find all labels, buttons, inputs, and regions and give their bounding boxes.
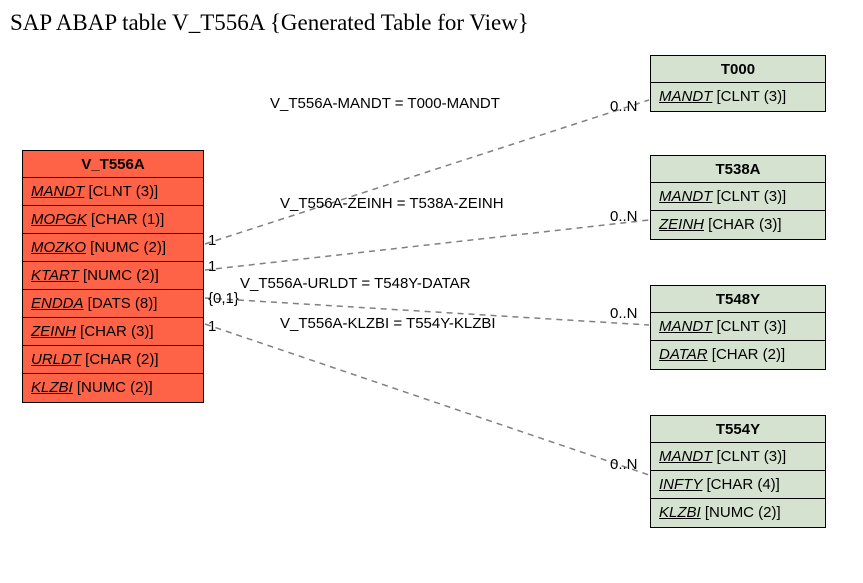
field-name: MOZKO — [31, 239, 86, 256]
edge-label: V_T556A-KLZBI = T554Y-KLZBI — [280, 315, 496, 332]
field-name: MANDT — [31, 183, 84, 200]
entity-field-row: ZEINH [CHAR (3)] — [23, 318, 203, 346]
entity-field-row: KTART [NUMC (2)] — [23, 262, 203, 290]
cardinality-to: 0..N — [610, 305, 638, 322]
entity-field-row: MOZKO [NUMC (2)] — [23, 234, 203, 262]
field-name: URLDT — [31, 351, 81, 368]
field-name: INFTY — [659, 476, 702, 493]
field-name: MANDT — [659, 88, 712, 105]
field-type: [CLNT (3)] — [712, 448, 786, 465]
entity-field-row: MOPGK [CHAR (1)] — [23, 206, 203, 234]
entity-t000: T000 MANDT [CLNT (3)] — [650, 55, 826, 112]
cardinality-to: 0..N — [610, 456, 638, 473]
entity-field-row: ENDDA [DATS (8)] — [23, 290, 203, 318]
field-type: [CLNT (3)] — [712, 88, 786, 105]
field-type: [CHAR (3)] — [76, 323, 154, 340]
field-name: MANDT — [659, 448, 712, 465]
edge-label: V_T556A-ZEINH = T538A-ZEINH — [280, 195, 504, 212]
cardinality-from: 1 — [208, 232, 216, 249]
field-name: MANDT — [659, 318, 712, 335]
field-name: ENDDA — [31, 295, 84, 312]
entity-field-row: MANDT [CLNT (3)] — [651, 83, 825, 111]
field-name: ZEINH — [659, 216, 704, 233]
edge-label: V_T556A-URLDT = T548Y-DATAR — [240, 275, 471, 292]
field-type: [CLNT (3)] — [712, 188, 786, 205]
field-name: KLZBI — [31, 379, 73, 396]
field-type: [CLNT (3)] — [84, 183, 158, 200]
entity-field-row: MANDT [CLNT (3)] — [651, 443, 825, 471]
field-type: [NUMC (2)] — [701, 504, 781, 521]
field-name: MANDT — [659, 188, 712, 205]
edge-label: V_T556A-MANDT = T000-MANDT — [270, 95, 500, 112]
field-type: [CHAR (3)] — [704, 216, 782, 233]
field-name: KTART — [31, 267, 79, 284]
entity-v-t556a: V_T556A MANDT [CLNT (3)]MOPGK [CHAR (1)]… — [22, 150, 204, 403]
entity-field-row: MANDT [CLNT (3)] — [651, 313, 825, 341]
field-type: [CHAR (2)] — [81, 351, 159, 368]
entity-field-row: KLZBI [NUMC (2)] — [23, 374, 203, 402]
entity-field-row: URLDT [CHAR (2)] — [23, 346, 203, 374]
entity-field-row: KLZBI [NUMC (2)] — [651, 499, 825, 527]
field-type: [DATS (8)] — [84, 295, 158, 312]
entity-t554y: T554Y MANDT [CLNT (3)]INFTY [CHAR (4)]KL… — [650, 415, 826, 528]
field-type: [CLNT (3)] — [712, 318, 786, 335]
field-name: KLZBI — [659, 504, 701, 521]
entity-t538a: T538A MANDT [CLNT (3)]ZEINH [CHAR (3)] — [650, 155, 826, 240]
field-type: [CHAR (4)] — [702, 476, 780, 493]
entity-field-row: MANDT [CLNT (3)] — [651, 183, 825, 211]
entity-header: V_T556A — [23, 151, 203, 178]
field-type: [NUMC (2)] — [86, 239, 166, 256]
field-type: [CHAR (1)] — [87, 211, 165, 228]
cardinality-from: 1 — [208, 258, 216, 275]
field-type: [CHAR (2)] — [708, 346, 786, 363]
cardinality-from: {0,1} — [208, 290, 239, 307]
entity-header: T000 — [651, 56, 825, 83]
cardinality-to: 0..N — [610, 98, 638, 115]
entity-header: T554Y — [651, 416, 825, 443]
entity-header: T538A — [651, 156, 825, 183]
field-name: MOPGK — [31, 211, 87, 228]
entity-t548y: T548Y MANDT [CLNT (3)]DATAR [CHAR (2)] — [650, 285, 826, 370]
page-title: SAP ABAP table V_T556A {Generated Table … — [10, 10, 529, 36]
entity-field-row: ZEINH [CHAR (3)] — [651, 211, 825, 239]
field-type: [NUMC (2)] — [73, 379, 153, 396]
field-type: [NUMC (2)] — [79, 267, 159, 284]
field-name: DATAR — [659, 346, 708, 363]
cardinality-to: 0..N — [610, 208, 638, 225]
cardinality-from: 1 — [208, 318, 216, 335]
entity-header: T548Y — [651, 286, 825, 313]
entity-field-row: INFTY [CHAR (4)] — [651, 471, 825, 499]
entity-field-row: DATAR [CHAR (2)] — [651, 341, 825, 369]
field-name: ZEINH — [31, 323, 76, 340]
entity-field-row: MANDT [CLNT (3)] — [23, 178, 203, 206]
